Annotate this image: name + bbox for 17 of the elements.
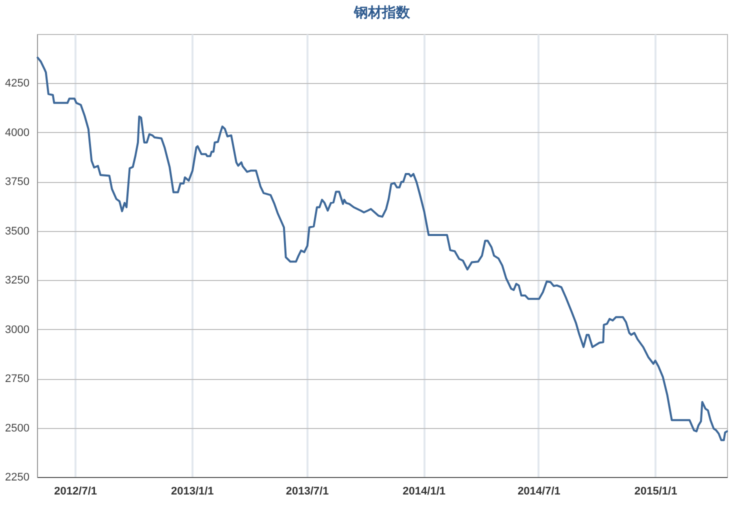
x-tick-label: 2013/7/1 [286, 486, 329, 498]
x-tick-label: 2014/1/1 [402, 486, 446, 498]
y-tick-label: 3750 [5, 176, 30, 188]
y-tick-label: 3500 [5, 225, 30, 238]
line-series [36, 56, 728, 442]
x-tick-label: 2015/1/1 [634, 486, 678, 498]
y-tick-label: 3250 [5, 274, 30, 287]
chart-title: 钢材指数 [353, 4, 411, 20]
y-tick-label: 3000 [5, 324, 30, 336]
y-tick-label: 4000 [5, 126, 30, 139]
y-tick-label: 2750 [5, 373, 30, 386]
x-tick-label: 2013/1/1 [170, 486, 214, 498]
x-tick-label: 2012/7/1 [54, 486, 97, 498]
y-tick-label: 4250 [5, 78, 30, 90]
y-tick-label: 2250 [5, 472, 30, 484]
x-tick-label: 2014/7/1 [518, 486, 560, 498]
y-tick-label: 2500 [5, 422, 30, 434]
